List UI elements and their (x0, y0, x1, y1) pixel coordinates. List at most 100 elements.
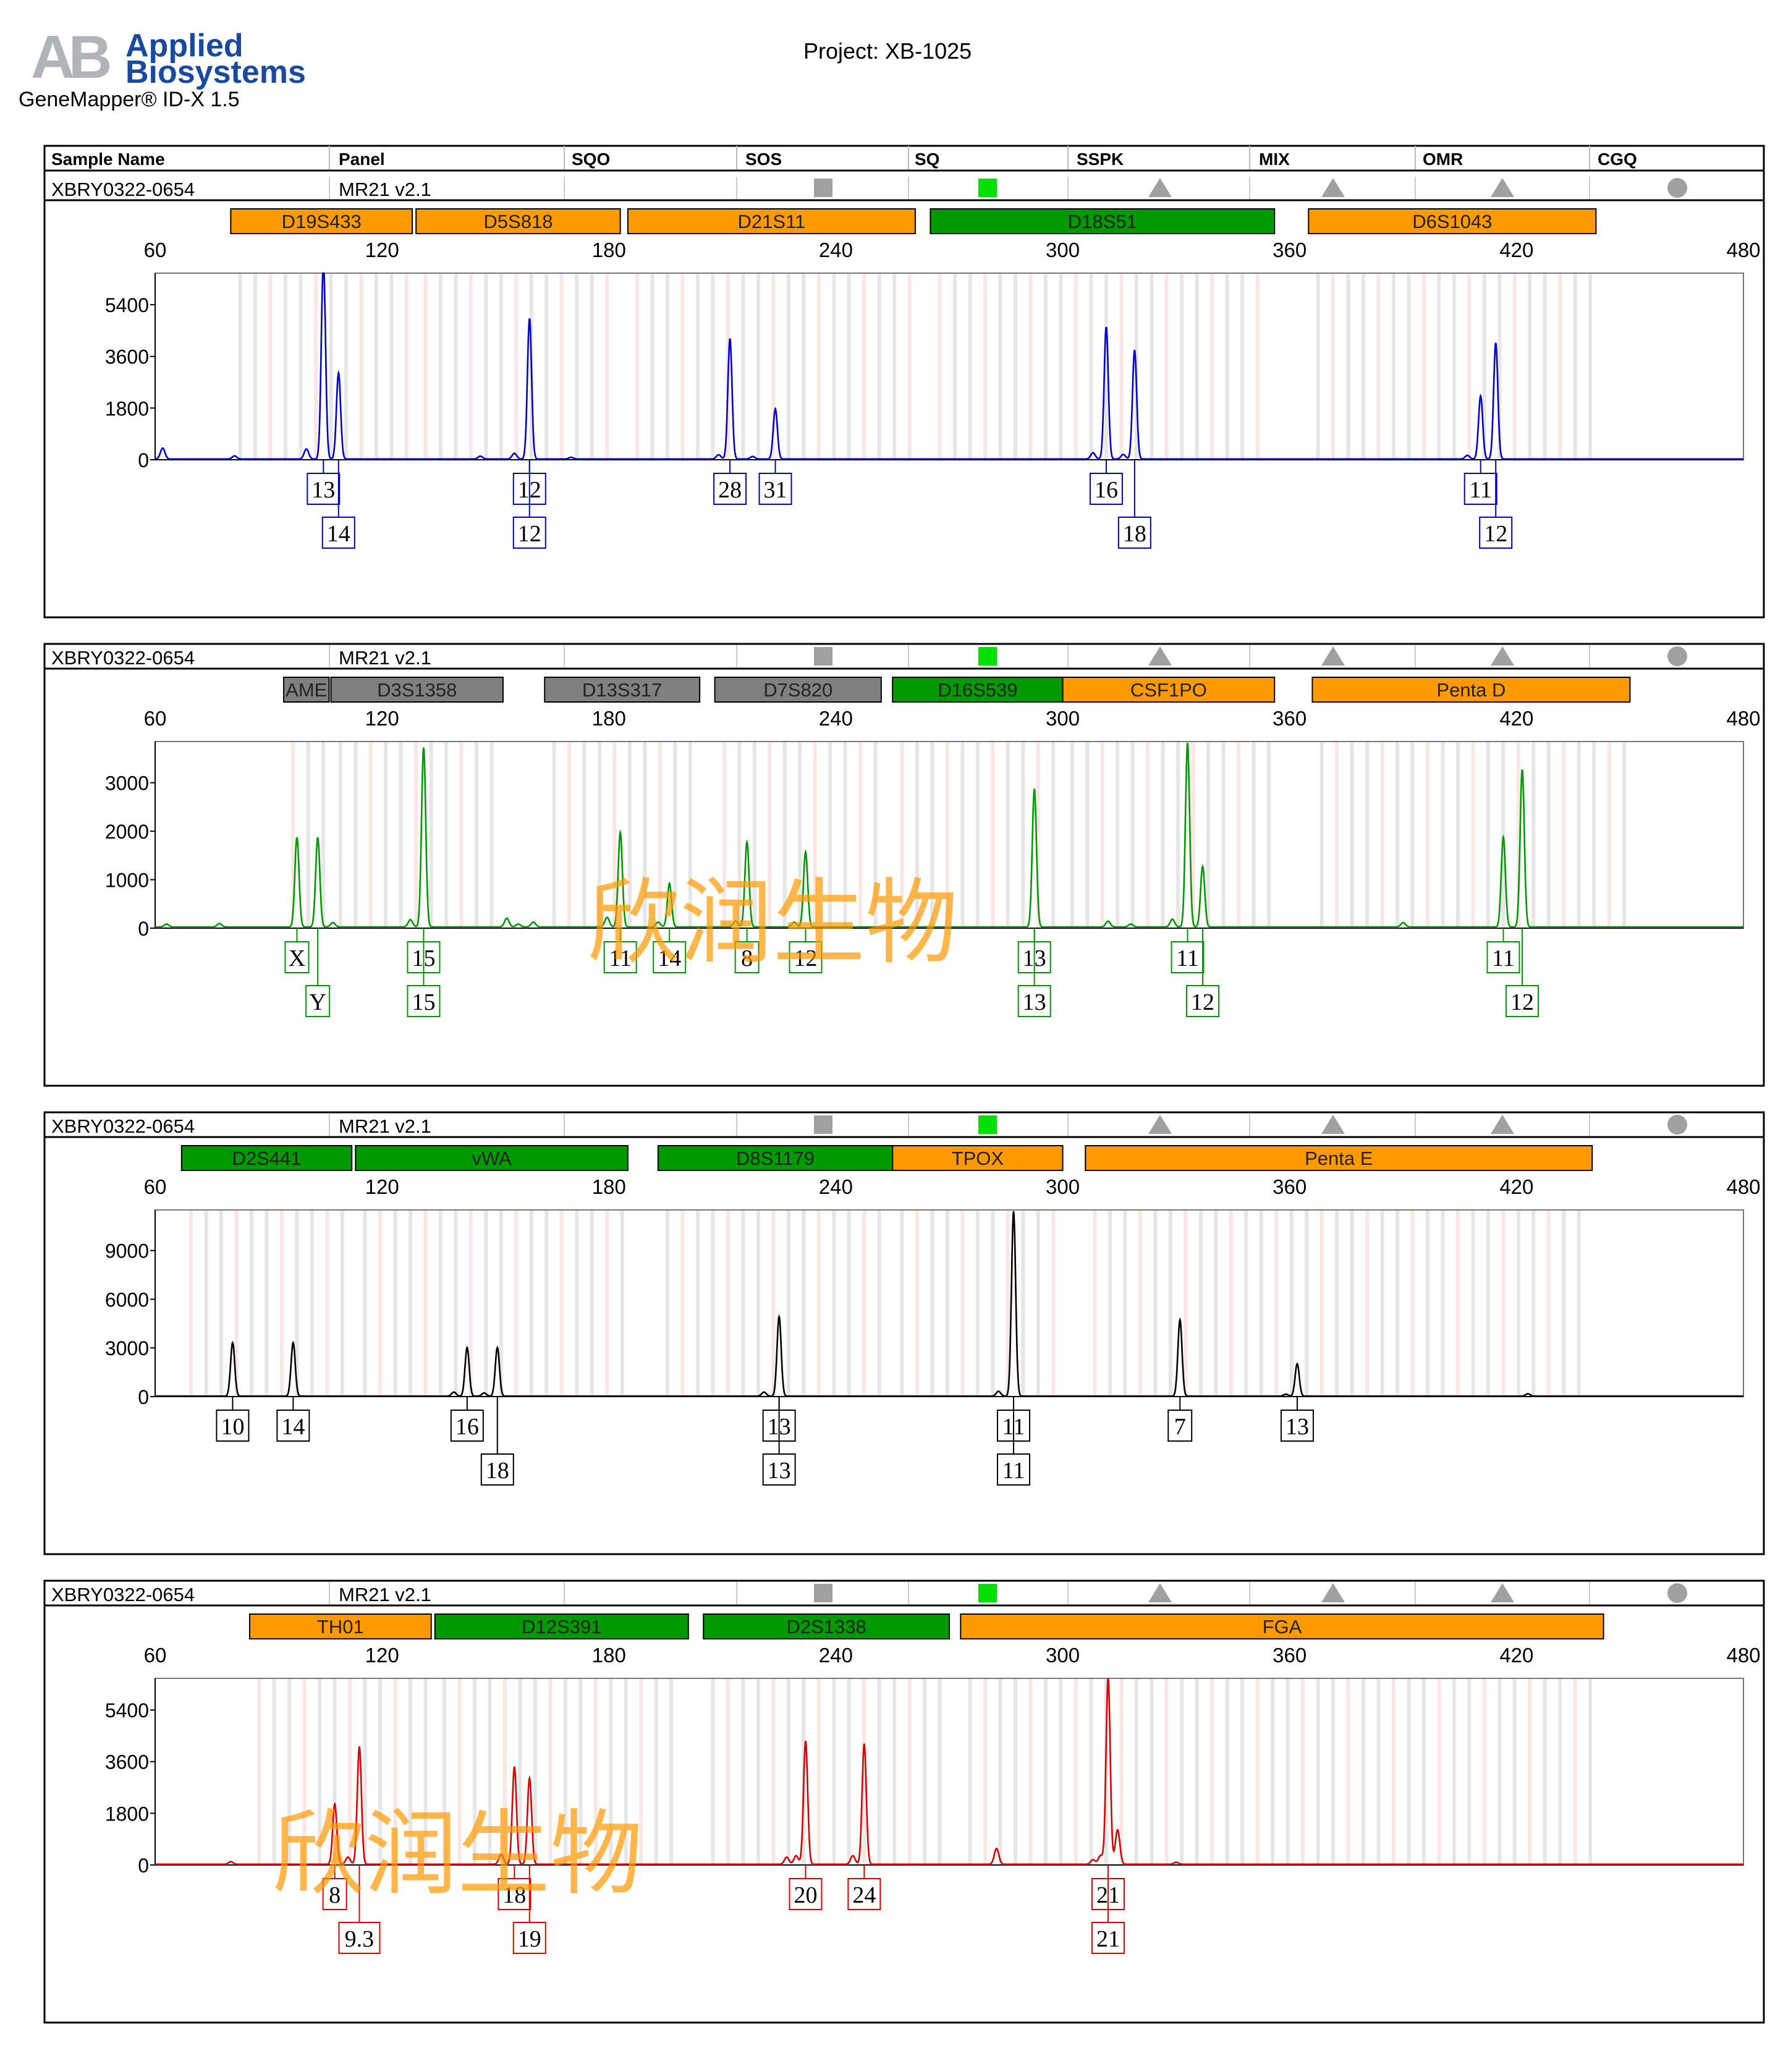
allele-box[interactable] (284, 941, 310, 973)
locus-bar[interactable] (230, 208, 413, 234)
allele-call[interactable]: 14 (276, 1397, 310, 1442)
sample-name[interactable]: XBRY0322-0654 (51, 647, 195, 669)
allele-call[interactable]: X (284, 928, 310, 973)
allele-call[interactable]: 12 (1479, 460, 1513, 549)
allele-call[interactable]: 8 (734, 928, 760, 973)
allele-box[interactable] (758, 473, 792, 505)
column-header-panel[interactable]: Panel (339, 150, 385, 169)
allele-box[interactable] (1117, 517, 1151, 549)
locus-d19s433[interactable]: D19S433 (230, 208, 413, 234)
locus-d5s818[interactable]: D5S818 (415, 208, 621, 234)
allele-box[interactable] (480, 1453, 514, 1486)
allele-box[interactable] (407, 985, 441, 1017)
allele-call[interactable]: 9.3 (338, 1865, 381, 1954)
locus-bar[interactable] (892, 677, 1064, 703)
column-header-sample-name[interactable]: Sample Name (51, 150, 165, 169)
sample-name[interactable]: XBRY0322-0654 (51, 179, 195, 200)
locus-bar[interactable] (283, 677, 330, 703)
allele-call[interactable]: 8 (322, 1865, 347, 1910)
locus-bar[interactable] (1311, 677, 1631, 703)
allele-box[interactable] (512, 517, 546, 549)
locus-d6s1043[interactable]: D6S1043 (1308, 208, 1597, 234)
allele-box[interactable] (653, 941, 687, 973)
allele-box[interactable] (307, 473, 341, 505)
locus-bar[interactable] (248, 1613, 432, 1639)
locus-bar[interactable] (434, 1613, 689, 1639)
allele-box[interactable] (512, 1922, 546, 1954)
locus-bar[interactable] (1062, 677, 1276, 703)
allele-call[interactable]: 11 (997, 1397, 1031, 1486)
locus-bar[interactable] (627, 208, 916, 234)
allele-box[interactable] (321, 517, 355, 549)
column-header-sqo[interactable]: SQO (572, 150, 610, 169)
locus-bar[interactable] (714, 677, 882, 703)
allele-call[interactable]: Y (305, 928, 331, 1017)
locus-penta-d[interactable]: Penta D (1311, 677, 1631, 703)
column-header-sos[interactable]: SOS (745, 150, 782, 169)
locus-bar[interactable] (180, 1145, 353, 1171)
allele-call[interactable]: 18 (480, 1397, 514, 1486)
allele-call[interactable]: 28 (713, 460, 747, 505)
allele-box[interactable] (322, 1878, 347, 1910)
allele-box[interactable] (734, 941, 760, 973)
column-header-omr[interactable]: OMR (1423, 150, 1463, 169)
column-header-sq[interactable]: SQ (915, 150, 939, 169)
allele-box[interactable] (216, 1410, 250, 1442)
allele-box[interactable] (1479, 517, 1513, 549)
allele-box[interactable] (1167, 1410, 1193, 1442)
locus-bar[interactable] (330, 677, 504, 703)
column-header-cgq[interactable]: CGQ (1598, 150, 1637, 169)
locus-d13s317[interactable]: D13S317 (544, 677, 701, 703)
allele-call[interactable]: 18 (498, 1865, 532, 1910)
column-header-sspk[interactable]: SSPK (1077, 150, 1124, 169)
allele-call[interactable]: 31 (758, 460, 792, 505)
locus-d7s820[interactable]: D7S820 (714, 677, 882, 703)
allele-box[interactable] (1185, 985, 1219, 1017)
allele-box[interactable] (762, 1453, 796, 1486)
allele-box[interactable] (1486, 941, 1520, 973)
locus-d3s1358[interactable]: D3S1358 (330, 677, 504, 703)
allele-box[interactable] (1017, 985, 1051, 1017)
allele-box[interactable] (276, 1410, 310, 1442)
locus-bar[interactable] (1085, 1145, 1593, 1171)
locus-fga[interactable]: FGA (960, 1613, 1604, 1639)
allele-call[interactable]: 12 (512, 460, 546, 549)
locus-d8s1179[interactable]: D8S1179 (657, 1145, 894, 1171)
allele-call[interactable]: 14 (321, 460, 355, 549)
locus-d18s51[interactable]: D18S51 (930, 208, 1276, 234)
locus-ame[interactable]: AME (283, 677, 330, 703)
locus-bar[interactable] (657, 1145, 894, 1171)
sample-name[interactable]: XBRY0322-0654 (51, 1584, 195, 1605)
locus-bar[interactable] (544, 677, 701, 703)
locus-bar[interactable] (415, 208, 621, 234)
allele-box[interactable] (498, 1878, 532, 1910)
allele-box[interactable] (450, 1410, 484, 1442)
allele-box[interactable] (997, 1453, 1031, 1486)
allele-call[interactable]: 21 (1091, 1865, 1125, 1954)
locus-vwa[interactable]: vWA (355, 1145, 629, 1171)
allele-box[interactable] (1089, 473, 1123, 505)
allele-box[interactable] (1463, 473, 1497, 505)
locus-penta-e[interactable]: Penta E (1085, 1145, 1593, 1171)
allele-call[interactable]: 13 (1280, 1397, 1314, 1442)
allele-call[interactable]: 11 (1486, 928, 1520, 973)
locus-d12s391[interactable]: D12S391 (434, 1613, 689, 1639)
allele-call[interactable]: 16 (450, 1397, 484, 1442)
locus-bar[interactable] (1308, 208, 1597, 234)
allele-call[interactable]: 12 (1185, 928, 1219, 1017)
locus-bar[interactable] (355, 1145, 629, 1171)
allele-box[interactable] (1091, 1922, 1125, 1954)
locus-csf1po[interactable]: CSF1PO (1062, 677, 1276, 703)
allele-call[interactable]: 15 (407, 928, 441, 1017)
allele-call[interactable]: 20 (789, 1865, 823, 1910)
locus-d2s1338[interactable]: D2S1338 (703, 1613, 951, 1639)
allele-box[interactable] (1506, 985, 1539, 1017)
locus-bar[interactable] (703, 1613, 951, 1639)
column-header-mix[interactable]: MIX (1259, 150, 1290, 169)
allele-box[interactable] (789, 941, 823, 973)
allele-box[interactable] (338, 1922, 381, 1954)
allele-call[interactable]: 12 (1506, 928, 1539, 1017)
allele-call[interactable]: 19 (512, 1865, 546, 1954)
allele-box[interactable] (305, 985, 331, 1017)
allele-call[interactable]: 24 (847, 1865, 881, 1910)
